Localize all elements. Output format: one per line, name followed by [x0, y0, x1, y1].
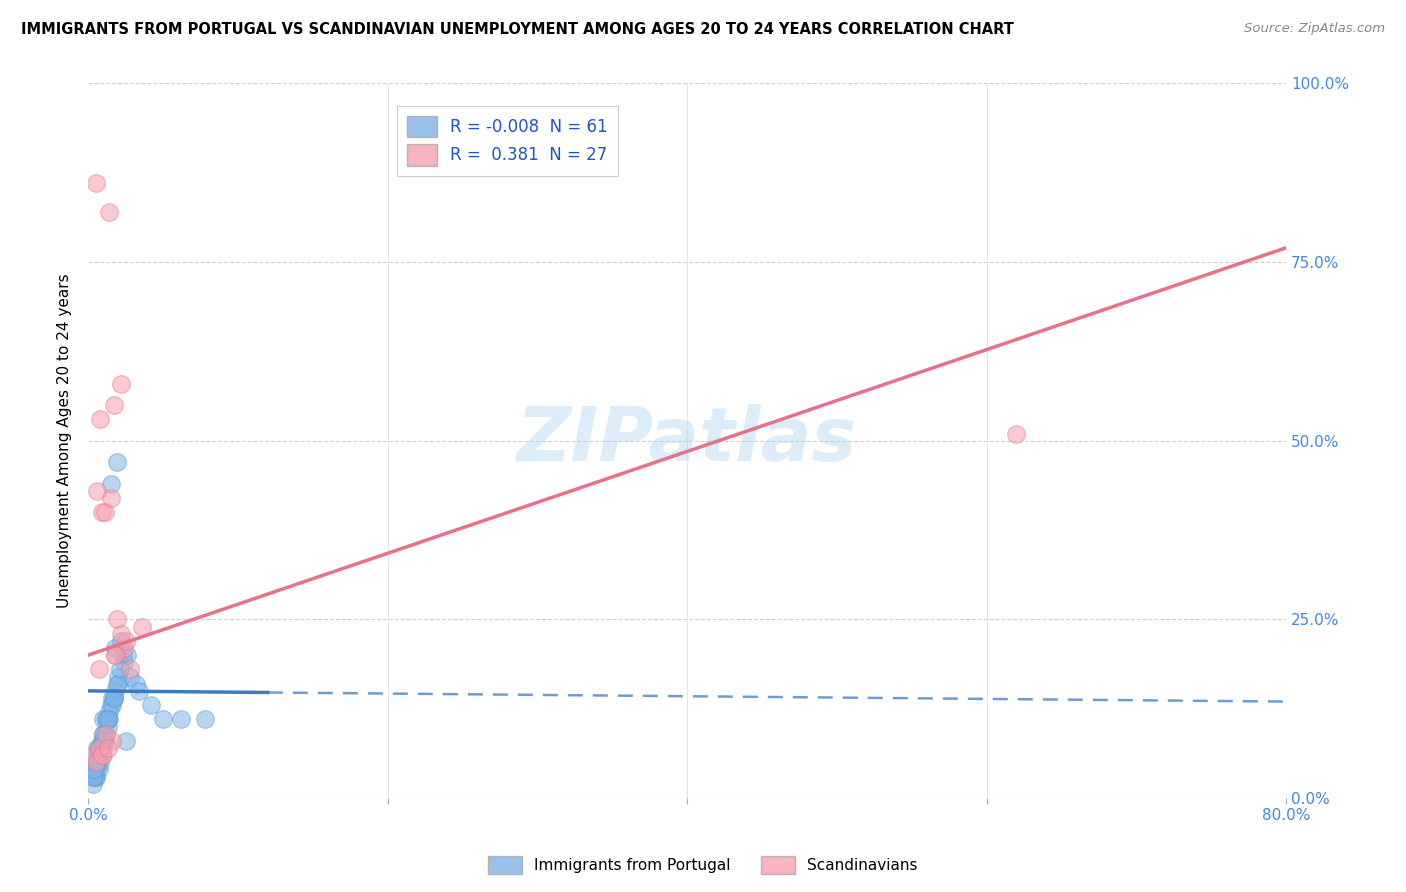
Point: [84, 770, 107, 784]
Point: [101, 734, 124, 748]
Point: [112, 655, 135, 669]
Text: IMMIGRANTS FROM PORTUGAL VS SCANDINAVIAN UNEMPLOYMENT AMONG AGES 20 TO 24 YEARS : IMMIGRANTS FROM PORTUGAL VS SCANDINAVIAN…: [21, 22, 1014, 37]
Point: [93, 734, 115, 748]
Point: [91, 727, 114, 741]
Point: [128, 684, 150, 698]
Point: [82, 770, 104, 784]
Point: [86, 748, 108, 763]
Point: [97, 720, 120, 734]
Point: [90, 505, 112, 519]
Point: [110, 376, 132, 391]
Point: [89, 756, 111, 770]
Point: [94, 727, 117, 741]
Y-axis label: Unemployment Among Ages 20 to 24 years: Unemployment Among Ages 20 to 24 years: [58, 274, 72, 608]
Point: [90, 748, 112, 763]
Point: [84, 177, 107, 191]
Point: [170, 713, 193, 727]
Point: [97, 741, 120, 756]
Text: ZIPatlas: ZIPatlas: [517, 404, 858, 477]
Point: [86, 756, 108, 770]
Point: [83, 763, 105, 777]
Point: [103, 691, 125, 706]
Point: [83, 763, 105, 777]
Point: [104, 684, 127, 698]
Point: [103, 398, 125, 412]
Point: [94, 713, 117, 727]
Point: [87, 748, 110, 763]
Point: [114, 633, 136, 648]
Point: [101, 691, 124, 706]
Point: [139, 698, 162, 713]
Point: [91, 713, 114, 727]
Point: [83, 748, 105, 763]
Point: [111, 648, 134, 662]
Point: [110, 626, 132, 640]
Point: [87, 741, 110, 756]
Point: [1005, 426, 1028, 441]
Point: [90, 734, 112, 748]
Point: [194, 713, 217, 727]
Point: [97, 713, 120, 727]
Point: [86, 741, 108, 756]
Point: [110, 633, 132, 648]
Point: [93, 727, 115, 741]
Legend: Immigrants from Portugal, Scandinavians: Immigrants from Portugal, Scandinavians: [482, 850, 924, 880]
Point: [112, 640, 135, 655]
Point: [83, 763, 105, 777]
Point: [101, 698, 124, 713]
Point: [105, 612, 128, 626]
Point: [89, 412, 111, 426]
Point: [100, 698, 122, 713]
Point: [97, 713, 120, 727]
Point: [104, 640, 127, 655]
Point: [105, 677, 128, 691]
Point: [82, 777, 104, 791]
Point: [87, 662, 110, 676]
Legend: R = -0.008  N = 61, R =  0.381  N = 27: R = -0.008 N = 61, R = 0.381 N = 27: [396, 106, 617, 176]
Point: [105, 455, 128, 469]
Point: [98, 706, 121, 720]
Point: [100, 476, 122, 491]
Point: [120, 662, 142, 676]
Point: [98, 713, 121, 727]
Point: [115, 648, 138, 662]
Point: [89, 741, 111, 756]
Point: [107, 677, 129, 691]
Point: [103, 691, 125, 706]
Point: [87, 763, 110, 777]
Point: [90, 741, 112, 756]
Point: [90, 734, 112, 748]
Point: [104, 648, 127, 662]
Point: [131, 619, 153, 633]
Point: [98, 205, 121, 219]
Point: [108, 662, 131, 676]
Point: [107, 669, 129, 683]
Point: [87, 741, 110, 756]
Point: [83, 770, 105, 784]
Point: [120, 669, 142, 683]
Point: [91, 727, 114, 741]
Point: [91, 734, 114, 748]
Point: [94, 713, 117, 727]
Point: [114, 734, 136, 748]
Point: [87, 748, 110, 763]
Point: [93, 505, 115, 519]
Point: [86, 483, 108, 498]
Point: [103, 691, 125, 706]
Point: [86, 756, 108, 770]
Point: [84, 763, 107, 777]
Point: [100, 491, 122, 505]
Point: [152, 713, 174, 727]
Point: [84, 770, 107, 784]
Text: Source: ZipAtlas.com: Source: ZipAtlas.com: [1244, 22, 1385, 36]
Point: [84, 756, 107, 770]
Point: [125, 677, 148, 691]
Point: [91, 748, 114, 763]
Point: [104, 648, 127, 662]
